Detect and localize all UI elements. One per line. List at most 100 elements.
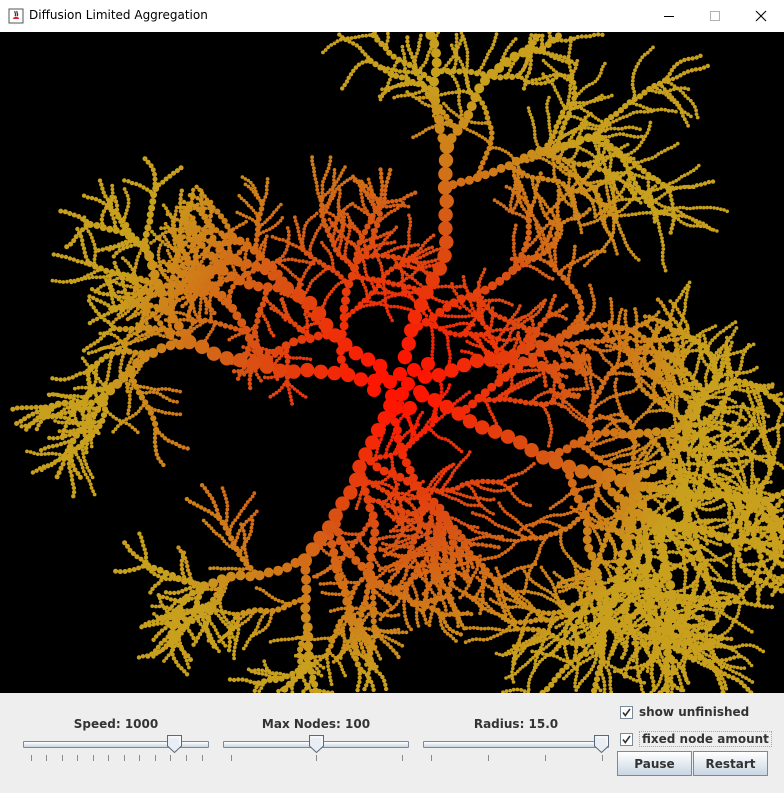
aggregate-node [566, 202, 571, 206]
aggregate-node [315, 228, 320, 233]
aggregate-node [573, 182, 577, 187]
aggregate-node [331, 261, 335, 266]
aggregate-node [449, 109, 453, 113]
aggregate-node [714, 395, 718, 399]
aggregate-node [597, 538, 602, 542]
aggregate-node [238, 212, 243, 216]
aggregate-node [614, 451, 619, 456]
aggregate-node [592, 159, 596, 163]
simulation-canvas[interactable] [0, 32, 784, 693]
close-button[interactable] [738, 0, 784, 32]
aggregate-node [616, 505, 620, 509]
aggregate-node [705, 369, 710, 373]
aggregate-node [703, 375, 708, 380]
aggregate-node [548, 520, 552, 525]
aggregate-node [441, 471, 446, 476]
aggregate-node [660, 194, 664, 198]
aggregate-node [574, 151, 578, 156]
aggregate-node [541, 519, 546, 524]
aggregate-node [274, 208, 279, 212]
aggregate-node [571, 407, 576, 412]
aggregate-node [712, 540, 716, 545]
aggregate-node [473, 492, 478, 497]
aggregate-node [631, 389, 635, 393]
aggregate-node [482, 486, 487, 491]
aggregate-node [426, 420, 431, 424]
aggregate-node [532, 125, 537, 130]
aggregate-node [197, 310, 202, 315]
aggregate-node [448, 352, 452, 357]
aggregate-node [531, 119, 535, 123]
aggregate-node [444, 104, 449, 108]
aggregate-node [489, 488, 493, 492]
aggregate-node [312, 637, 317, 642]
aggregate-node [565, 511, 570, 516]
aggregate-node [541, 72, 545, 76]
maximize-button[interactable] [692, 0, 738, 32]
aggregate-node [465, 494, 469, 499]
aggregate-node [708, 539, 713, 544]
aggregate-node [601, 215, 606, 219]
aggregate-node [621, 371, 625, 376]
aggregate-node [552, 387, 556, 391]
aggregate-node [558, 536, 563, 540]
aggregate-node [323, 591, 328, 595]
aggregate-node [567, 177, 572, 181]
aggregate-node [405, 272, 409, 277]
aggregate-node [618, 310, 623, 315]
aggregate-node [410, 493, 415, 498]
aggregate-node [464, 44, 468, 48]
aggregate-node [683, 575, 688, 580]
aggregate-node [526, 106, 531, 110]
aggregate-node [491, 415, 496, 420]
aggregate-node [695, 224, 699, 228]
aggregate-node [430, 349, 435, 354]
aggregate-node [621, 187, 626, 191]
aggregate-node [703, 522, 707, 527]
aggregate-node [621, 391, 626, 396]
aggregate-node [474, 495, 479, 500]
aggregate-node [608, 164, 613, 169]
aggregate-node [683, 568, 687, 573]
aggregate-node [530, 115, 534, 120]
aggregate-node [397, 292, 401, 297]
aggregate-node [199, 300, 203, 305]
title-bar[interactable]: Diffusion Limited Aggregation [0, 0, 784, 32]
aggregate-node [515, 310, 519, 314]
aggregate-node [477, 133, 482, 138]
aggregate-node [583, 119, 587, 123]
aggregate-node [408, 420, 413, 425]
aggregate-node [634, 387, 638, 391]
aggregate-node [697, 356, 701, 361]
aggregate-node [522, 382, 526, 387]
minimize-button[interactable] [646, 0, 692, 32]
aggregate-node [598, 441, 603, 446]
aggregate-node [334, 180, 339, 184]
aggregate-node [430, 353, 434, 357]
aggregate-node [598, 162, 602, 167]
aggregate-node [743, 445, 748, 449]
aggregate-node [389, 304, 393, 309]
aggregate-node [681, 463, 686, 468]
aggregate-node [427, 246, 431, 250]
aggregate-node [688, 395, 693, 400]
aggregate-node [482, 506, 487, 511]
aggregate-node [602, 561, 607, 565]
aggregate-node [528, 112, 533, 117]
aggregate-node [585, 110, 590, 114]
aggregate-node [446, 314, 451, 319]
aggregate-node [327, 592, 331, 596]
aggregate-node [407, 226, 412, 231]
aggregate-node [383, 292, 387, 297]
aggregate-node [691, 168, 696, 172]
aggregate-node [609, 154, 613, 159]
aggregate-node [301, 234, 306, 238]
aggregate-node [530, 368, 534, 373]
aggregate-node [381, 548, 385, 552]
aggregate-node [626, 462, 630, 466]
aggregate-node [369, 300, 373, 304]
aggregate-node [403, 538, 408, 542]
aggregate-node [431, 342, 435, 347]
aggregate-node [400, 293, 405, 297]
aggregate-node [392, 304, 397, 309]
